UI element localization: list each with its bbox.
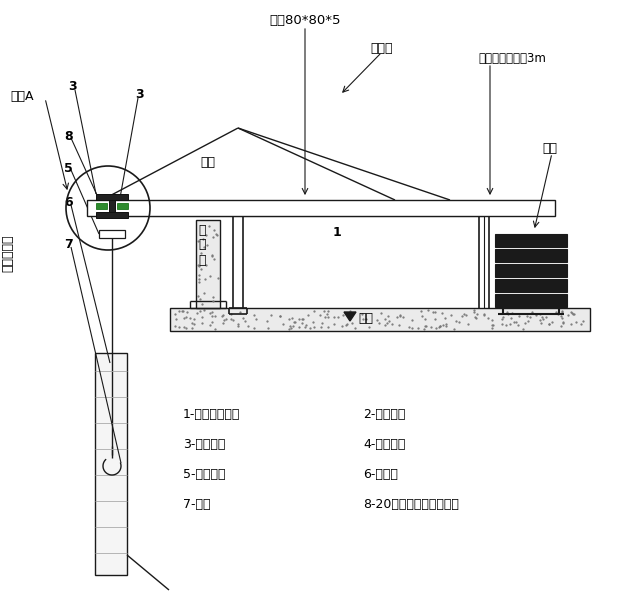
Bar — [170, 308, 590, 331]
Text: 单元幕墙墙: 单元幕墙墙 — [1, 234, 14, 272]
Text: 7: 7 — [64, 239, 73, 251]
Bar — [117, 203, 128, 209]
Bar — [87, 200, 555, 216]
Text: 1: 1 — [333, 227, 342, 239]
Text: 3: 3 — [135, 89, 144, 101]
Text: 墙: 墙 — [198, 253, 206, 267]
Text: 方锈80*80*5: 方锈80*80*5 — [269, 14, 341, 28]
Text: 配重: 配重 — [542, 142, 557, 154]
Text: 8: 8 — [64, 130, 73, 142]
Bar — [96, 203, 107, 209]
Text: 3-高强螺栖: 3-高强螺栖 — [183, 438, 226, 452]
Text: 女: 女 — [198, 224, 206, 236]
Bar — [96, 194, 128, 200]
Text: 4-矩形钓板: 4-矩形钓板 — [363, 438, 406, 452]
Text: 屋面: 屋面 — [358, 312, 373, 326]
Bar — [99, 230, 125, 238]
Text: 钓丝绳: 钓丝绳 — [370, 42, 392, 54]
Text: 7-吸钉: 7-吸钉 — [183, 499, 211, 511]
Bar — [495, 264, 567, 277]
Bar — [495, 294, 567, 307]
Bar — [109, 200, 115, 212]
Text: 焺接: 焺接 — [200, 157, 215, 169]
Bar — [95, 353, 127, 575]
Text: 吸栏间距不大于3m: 吸栏间距不大于3m — [478, 51, 546, 65]
Polygon shape — [344, 312, 356, 321]
Text: 2-凹形钓板: 2-凹形钓板 — [363, 408, 406, 421]
Text: 5-电动葫芦: 5-电动葫芦 — [183, 469, 226, 482]
Text: 8-20号工字钓环及道轨人: 8-20号工字钓环及道轨人 — [363, 499, 459, 511]
Text: 6: 6 — [64, 197, 73, 209]
Bar — [495, 279, 567, 292]
Text: 6-钓丝绳: 6-钓丝绳 — [363, 469, 398, 482]
Text: 节点A: 节点A — [10, 89, 34, 103]
Bar — [196, 220, 220, 308]
Bar — [96, 212, 128, 218]
Bar — [495, 234, 567, 247]
Text: 5: 5 — [64, 162, 73, 174]
Text: 1-吸蓝支架装置: 1-吸蓝支架装置 — [183, 408, 240, 421]
Text: 3: 3 — [68, 80, 77, 93]
Text: 児: 児 — [198, 239, 206, 251]
Bar — [495, 249, 567, 262]
